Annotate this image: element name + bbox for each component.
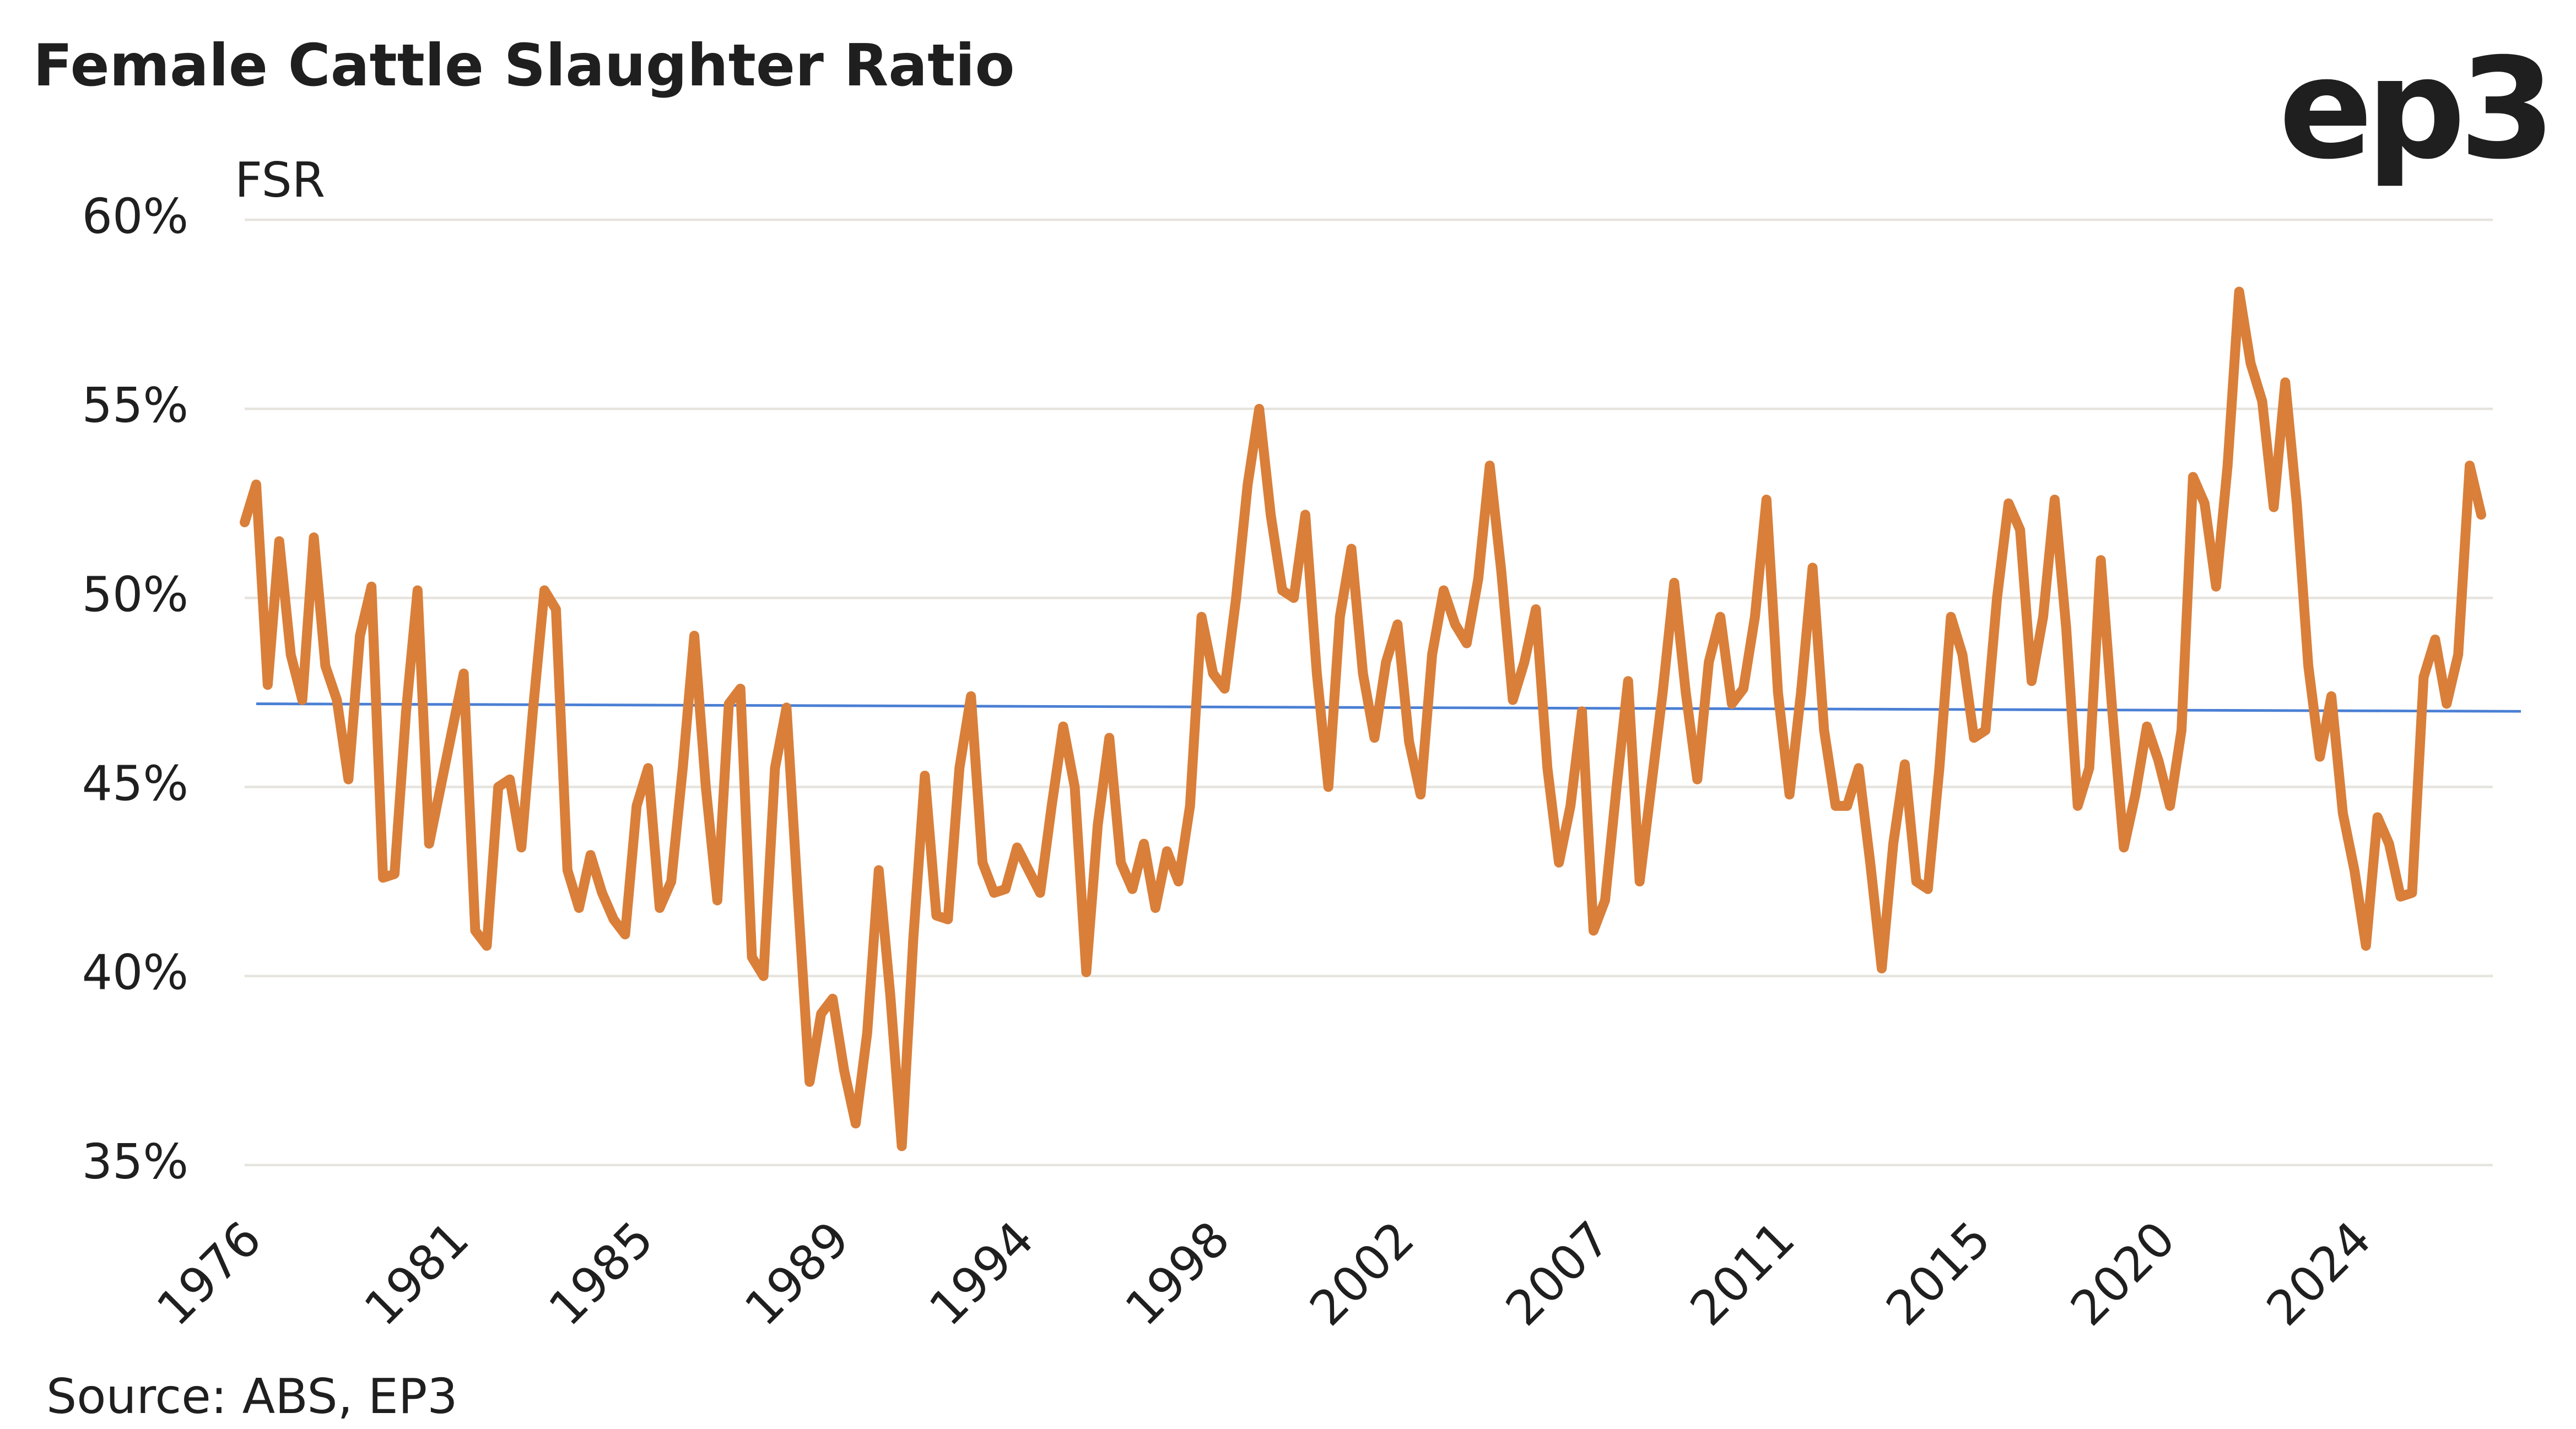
x-tick-label: 2015	[1876, 1211, 2002, 1337]
x-tick-label: 2002	[1299, 1211, 1425, 1337]
x-tick-label: 1981	[354, 1211, 480, 1337]
data-line	[240, 286, 2487, 1151]
x-tick-label: 1985	[538, 1211, 664, 1337]
y-axis-label: FSR	[235, 152, 325, 208]
source: Source: ABS, EP3	[46, 1368, 458, 1425]
chart-title: Female Cattle Slaughter Ratio	[33, 32, 1014, 99]
x-tick-label: 1976	[146, 1211, 272, 1337]
x-tick-label: 2020	[2060, 1211, 2186, 1337]
x-tick-label: 2024	[2256, 1211, 2382, 1337]
x-tick-label: 2007	[1495, 1211, 1621, 1337]
logo: ep3	[2278, 29, 2549, 190]
y-tick-label: 35%	[82, 1134, 188, 1190]
y-tick-label: 45%	[82, 755, 188, 811]
trend-line	[256, 702, 2521, 713]
x-tick-label: 2011	[1679, 1211, 1806, 1337]
y-tick-label: 40%	[82, 945, 188, 1001]
y-tick-label: 60%	[82, 188, 188, 245]
x-tick-label: 1994	[919, 1211, 1045, 1337]
y-tick-label: 55%	[82, 377, 188, 434]
x-tick-label: 1998	[1115, 1211, 1241, 1337]
y-tick-label: 50%	[82, 566, 188, 623]
x-tick-label: 1989	[734, 1211, 860, 1337]
